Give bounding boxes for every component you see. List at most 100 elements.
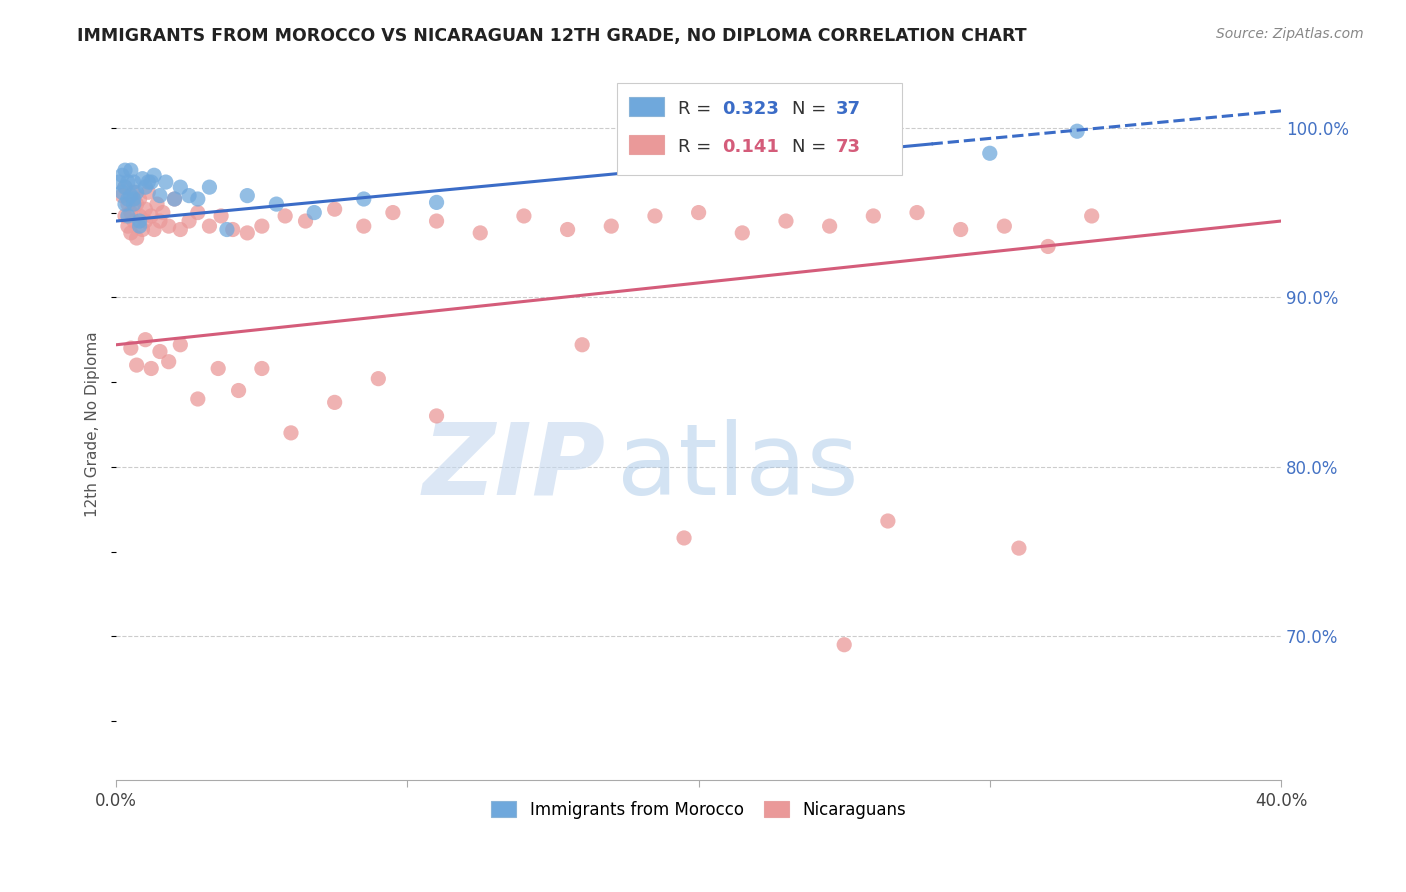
Text: 73: 73: [837, 138, 860, 156]
Point: [381, 205, 404, 219]
Point: [163, 192, 186, 206]
Text: 0.323: 0.323: [721, 100, 779, 118]
Point: [136, 186, 159, 200]
Point: [198, 180, 221, 194]
Point: [111, 186, 134, 200]
Point: [122, 197, 145, 211]
Text: N =: N =: [792, 100, 832, 118]
Point: [425, 214, 447, 228]
Point: [125, 186, 148, 200]
Point: [122, 214, 145, 228]
Legend: Immigrants from Morocco, Nicaraguans: Immigrants from Morocco, Nicaraguans: [485, 794, 912, 825]
Point: [228, 384, 250, 398]
Point: [125, 197, 148, 211]
Point: [117, 219, 139, 234]
Text: Source: ZipAtlas.com: Source: ZipAtlas.com: [1216, 27, 1364, 41]
Point: [114, 180, 136, 194]
Point: [832, 638, 855, 652]
Point: [146, 197, 169, 211]
Point: [731, 226, 754, 240]
Point: [141, 175, 163, 189]
Point: [280, 425, 302, 440]
Point: [905, 205, 928, 219]
Point: [134, 333, 156, 347]
Point: [128, 219, 150, 234]
Text: atlas: atlas: [617, 418, 859, 516]
Text: ZIP: ZIP: [422, 418, 606, 516]
Point: [177, 188, 200, 202]
Point: [169, 180, 191, 194]
Point: [169, 222, 191, 236]
Point: [134, 180, 156, 194]
Point: [117, 209, 139, 223]
Point: [1008, 541, 1031, 555]
Point: [143, 169, 166, 183]
Point: [274, 209, 297, 223]
Point: [122, 192, 145, 206]
Point: [128, 209, 150, 223]
Point: [513, 209, 536, 223]
Point: [114, 209, 136, 223]
Point: [134, 202, 156, 217]
Point: [323, 202, 346, 217]
Point: [323, 395, 346, 409]
Point: [187, 192, 209, 206]
Point: [125, 231, 148, 245]
Point: [198, 219, 221, 234]
Point: [367, 371, 389, 385]
FancyBboxPatch shape: [628, 97, 664, 116]
Point: [644, 209, 666, 223]
Point: [187, 392, 209, 406]
Point: [862, 209, 884, 223]
Point: [131, 222, 153, 236]
Point: [122, 175, 145, 189]
Point: [209, 209, 232, 223]
Point: [128, 214, 150, 228]
Point: [111, 169, 134, 183]
Point: [775, 214, 797, 228]
Point: [114, 197, 136, 211]
Point: [117, 192, 139, 206]
FancyBboxPatch shape: [628, 135, 664, 154]
Point: [157, 219, 180, 234]
Point: [120, 188, 142, 202]
Point: [149, 344, 172, 359]
Point: [143, 222, 166, 236]
Point: [125, 358, 148, 372]
Text: N =: N =: [792, 138, 832, 156]
Text: IMMIGRANTS FROM MOROCCO VS NICARAGUAN 12TH GRADE, NO DIPLOMA CORRELATION CHART: IMMIGRANTS FROM MOROCCO VS NICARAGUAN 12…: [77, 27, 1026, 45]
Point: [215, 222, 238, 236]
Point: [131, 171, 153, 186]
Text: R =: R =: [678, 138, 717, 156]
Point: [149, 188, 172, 202]
Point: [266, 197, 288, 211]
Text: 37: 37: [837, 100, 860, 118]
Point: [120, 341, 142, 355]
Point: [600, 219, 623, 234]
Point: [250, 219, 273, 234]
Point: [470, 226, 492, 240]
Point: [152, 205, 174, 219]
Point: [304, 205, 326, 219]
Point: [136, 175, 159, 189]
Point: [353, 192, 375, 206]
Point: [114, 180, 136, 194]
Point: [425, 195, 447, 210]
Point: [108, 175, 131, 189]
Point: [122, 186, 145, 200]
Point: [876, 514, 898, 528]
Point: [425, 409, 447, 423]
Point: [222, 222, 245, 236]
Point: [673, 531, 696, 545]
Point: [128, 192, 150, 206]
Point: [114, 163, 136, 178]
Point: [1036, 239, 1059, 253]
FancyBboxPatch shape: [617, 83, 903, 176]
Point: [993, 219, 1015, 234]
Point: [149, 214, 172, 228]
Point: [141, 209, 163, 223]
Point: [979, 146, 1001, 161]
Point: [818, 219, 841, 234]
Point: [134, 214, 156, 228]
Point: [141, 361, 163, 376]
